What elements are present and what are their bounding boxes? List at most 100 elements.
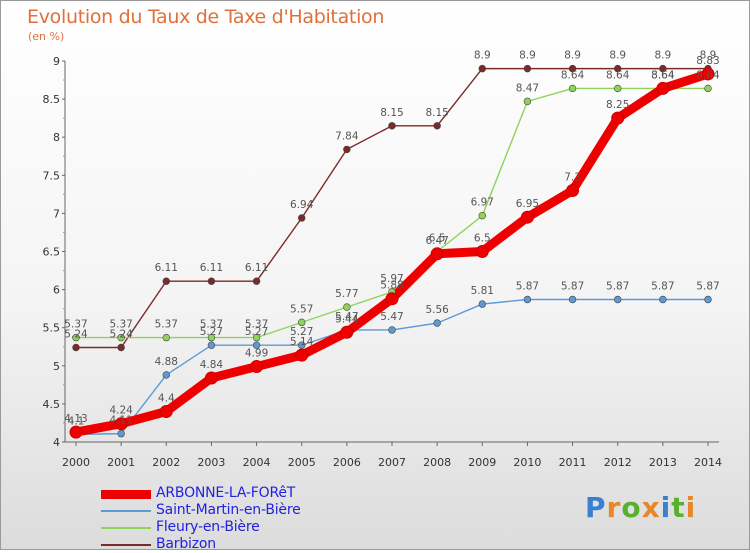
data-point [433,319,441,327]
y-tick-label: 8.5 [43,93,61,106]
data-point [523,97,532,106]
data-labels: 5.24 5.246.11 6.11 6.116.947.848.15 8.158.9 8… [64,50,720,428]
data-point [430,247,444,261]
data-label: 5.37 [245,319,268,331]
data-label: 8.9 [564,50,581,62]
data-point [614,84,622,93]
data-point [159,405,173,419]
data-label: 4.11 [109,415,132,427]
data-label: 5.87 [606,281,629,293]
x-tick-label: 2014 [694,456,722,469]
data-label: 4.88 [155,356,178,368]
data-label: 6.5 [429,233,446,245]
data-label: 5.37 [64,319,87,331]
y-tick-label: 7.5 [43,169,61,182]
x-tick-label: 2009 [468,456,496,469]
data-point [298,214,306,222]
x-tick-label: 2003 [197,456,225,469]
data-point [117,333,125,342]
y-tick-label: 8 [53,131,60,144]
data-point [117,429,125,438]
data-point [478,300,486,308]
data-label: 5.37 [155,319,178,331]
data-point [69,425,83,439]
data-point [523,295,532,304]
x-tick-label: 2007 [378,456,406,469]
data-label: 7.84 [335,130,359,142]
data-label: 5.24 [64,329,88,341]
x-tick-label: 2011 [559,456,587,469]
data-label: 8.64 [561,69,585,81]
data-label: 6.5 [474,233,491,245]
data-point [704,84,712,93]
y-tick-label: 6 [53,284,60,297]
data-label: 8.64 [651,69,675,81]
data-label: 8.15 [425,107,448,119]
data-label: 5.97 [380,273,403,285]
data-label: 5.87 [561,281,584,293]
legend-label: Fleury-en-Bière [156,519,260,535]
x-tick-label: 2010 [513,456,541,469]
data-point [207,333,216,342]
data-label: 5.37 [109,319,132,331]
data-label: 8.9 [519,50,536,62]
data-label: 6.95 [516,198,539,210]
data-point [523,64,532,73]
data-label: 6.94 [290,199,314,211]
data-point [656,81,670,95]
data-label: 6.11 [200,262,223,274]
data-point [252,333,261,342]
data-label: 8.15 [380,107,403,119]
data-point [207,341,216,349]
data-point [72,343,80,352]
data-point [704,295,712,304]
data-point [343,145,351,154]
data-point [385,292,399,306]
x-tick-label: 2005 [288,456,316,469]
data-label: 8.64 [606,69,630,81]
data-label: 8.83 [696,55,719,67]
data-point [295,348,309,362]
data-label: 6.11 [245,262,268,274]
data-label: 5.87 [516,281,539,293]
x-tick-label: 2006 [333,456,361,469]
chart-title: Evolution du Taux de Taxe d'Habitation [27,6,385,28]
data-label: 4.13 [64,413,87,425]
x-tick-label: 2004 [243,456,271,469]
data-point [614,295,622,304]
data-point [478,211,486,220]
logo-letter: t [671,491,686,524]
data-point [117,343,125,352]
data-label: 5.88 [380,280,403,292]
x-tick-label: 2013 [649,456,677,469]
data-label: 5.47 [380,311,403,323]
legend-label: ARBONNE-LA-FORêT [156,485,296,501]
data-label: 5.57 [290,303,313,315]
data-point [701,67,715,81]
data-label: 5.37 [200,319,223,331]
data-point [388,122,396,130]
y-tick-label: 9 [53,55,60,68]
data-point [204,371,218,385]
data-point [433,122,441,130]
logo-letter: o [621,491,642,524]
data-label: 7.3 [564,172,581,184]
data-point [252,277,261,285]
logo-letter: x [641,491,661,524]
data-label: 5.14 [290,336,314,348]
data-label: 5.56 [425,304,449,316]
data-label: 5.27 [245,326,268,338]
y-tick-label: 5 [53,360,60,373]
legend-swatch [101,510,151,512]
data-point [478,64,486,73]
logo-letter: i [660,491,672,524]
data-label: 5.81 [471,285,494,297]
y-tick-label: 7 [53,207,60,220]
data-label: 8.25 [606,99,629,111]
data-point [659,64,667,73]
data-point [250,360,264,374]
chart-subtitle: (en %) [28,30,65,43]
